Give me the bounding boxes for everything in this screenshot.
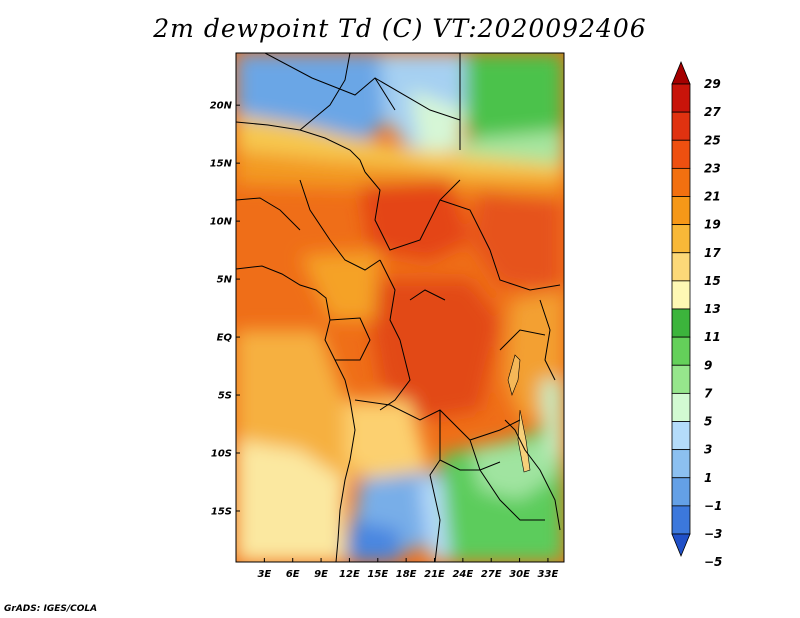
country-borders (236, 53, 561, 562)
lon-label: 18E (396, 569, 417, 580)
colorbar-label: 23 (704, 161, 721, 175)
colorbar-swatch (671, 308, 691, 338)
colorbar-label: 1 (704, 471, 712, 485)
colorbar-swatch (671, 364, 691, 394)
longitude-axis: 3E 6E 9E 12E 15E 18E 21E 24E 27E 30E 33E (257, 558, 558, 580)
lat-label: EQ (217, 333, 233, 344)
lat-label: 20N (210, 101, 233, 112)
colorbar-label: 11 (704, 330, 721, 344)
colorbar-swatch (671, 449, 691, 479)
colorbar-swatch (671, 252, 691, 282)
colorbar-swatch (671, 477, 691, 507)
colorbar-swatch (671, 280, 691, 310)
colorbar-swatch (671, 392, 691, 422)
colorbar-label: −3 (704, 527, 722, 541)
colorbar-label: 15 (704, 274, 721, 288)
lon-label: 6E (286, 569, 300, 580)
colorbar-swatch (671, 505, 691, 535)
colorbar-label: 25 (704, 133, 721, 147)
lat-label: 15N (210, 159, 233, 170)
lat-label: 15S (211, 506, 232, 517)
colorbar-label: 7 (704, 386, 713, 400)
colorbar-swatch (671, 60, 691, 85)
colorbar-swatch (671, 196, 691, 226)
colorbar-label: 19 (704, 218, 721, 232)
lat-label: 5N (217, 275, 233, 286)
lat-label: 10N (210, 217, 233, 228)
colorbar-swatch (671, 83, 691, 113)
lon-label: 30E (509, 569, 530, 580)
colorbar-swatch (671, 224, 691, 254)
colorbar: 29 27 25 23 21 19 17 15 13 11 9 7 5 3 1 −1 −3 −5 (671, 60, 722, 569)
lon-label: 9E (314, 569, 328, 580)
lon-label: 33E (538, 569, 559, 580)
colorbar-swatch (671, 336, 691, 366)
lat-label: 5S (218, 391, 232, 402)
map-title: 2m dewpoint Td (C) VT:2020092406 (153, 14, 647, 43)
colorbar-label: 29 (704, 77, 721, 91)
dewpoint-field (236, 53, 564, 562)
colorbar-swatch (671, 533, 691, 558)
colorbar-swatch (671, 167, 691, 197)
colorbar-label: −1 (704, 499, 722, 513)
lat-label: 10S (211, 449, 232, 460)
colorbar-swatch (671, 111, 691, 141)
lon-label: 27E (481, 569, 502, 580)
colorbar-label: 21 (704, 190, 721, 204)
colorbar-label: 5 (704, 415, 712, 429)
colorbar-label: 13 (704, 302, 721, 316)
colorbar-label: 27 (704, 105, 721, 119)
lon-label: 24E (452, 569, 473, 580)
grads-credit: GrADS: IGES/COLA (4, 604, 98, 614)
lon-label: 3E (257, 569, 271, 580)
lon-label: 12E (339, 569, 360, 580)
colorbar-label: −5 (704, 555, 722, 569)
colorbar-label: 9 (704, 358, 712, 372)
colorbar-swatch (671, 139, 691, 169)
colorbar-label: 3 (704, 443, 712, 457)
colorbar-swatch (671, 421, 691, 451)
map-frame (235, 52, 565, 563)
latitude-axis: 20N 15N 10N 5N EQ 5S 10S 15S (210, 101, 240, 517)
lon-label: 15E (367, 569, 388, 580)
colorbar-label: 17 (704, 246, 721, 260)
lon-label: 21E (424, 569, 445, 580)
